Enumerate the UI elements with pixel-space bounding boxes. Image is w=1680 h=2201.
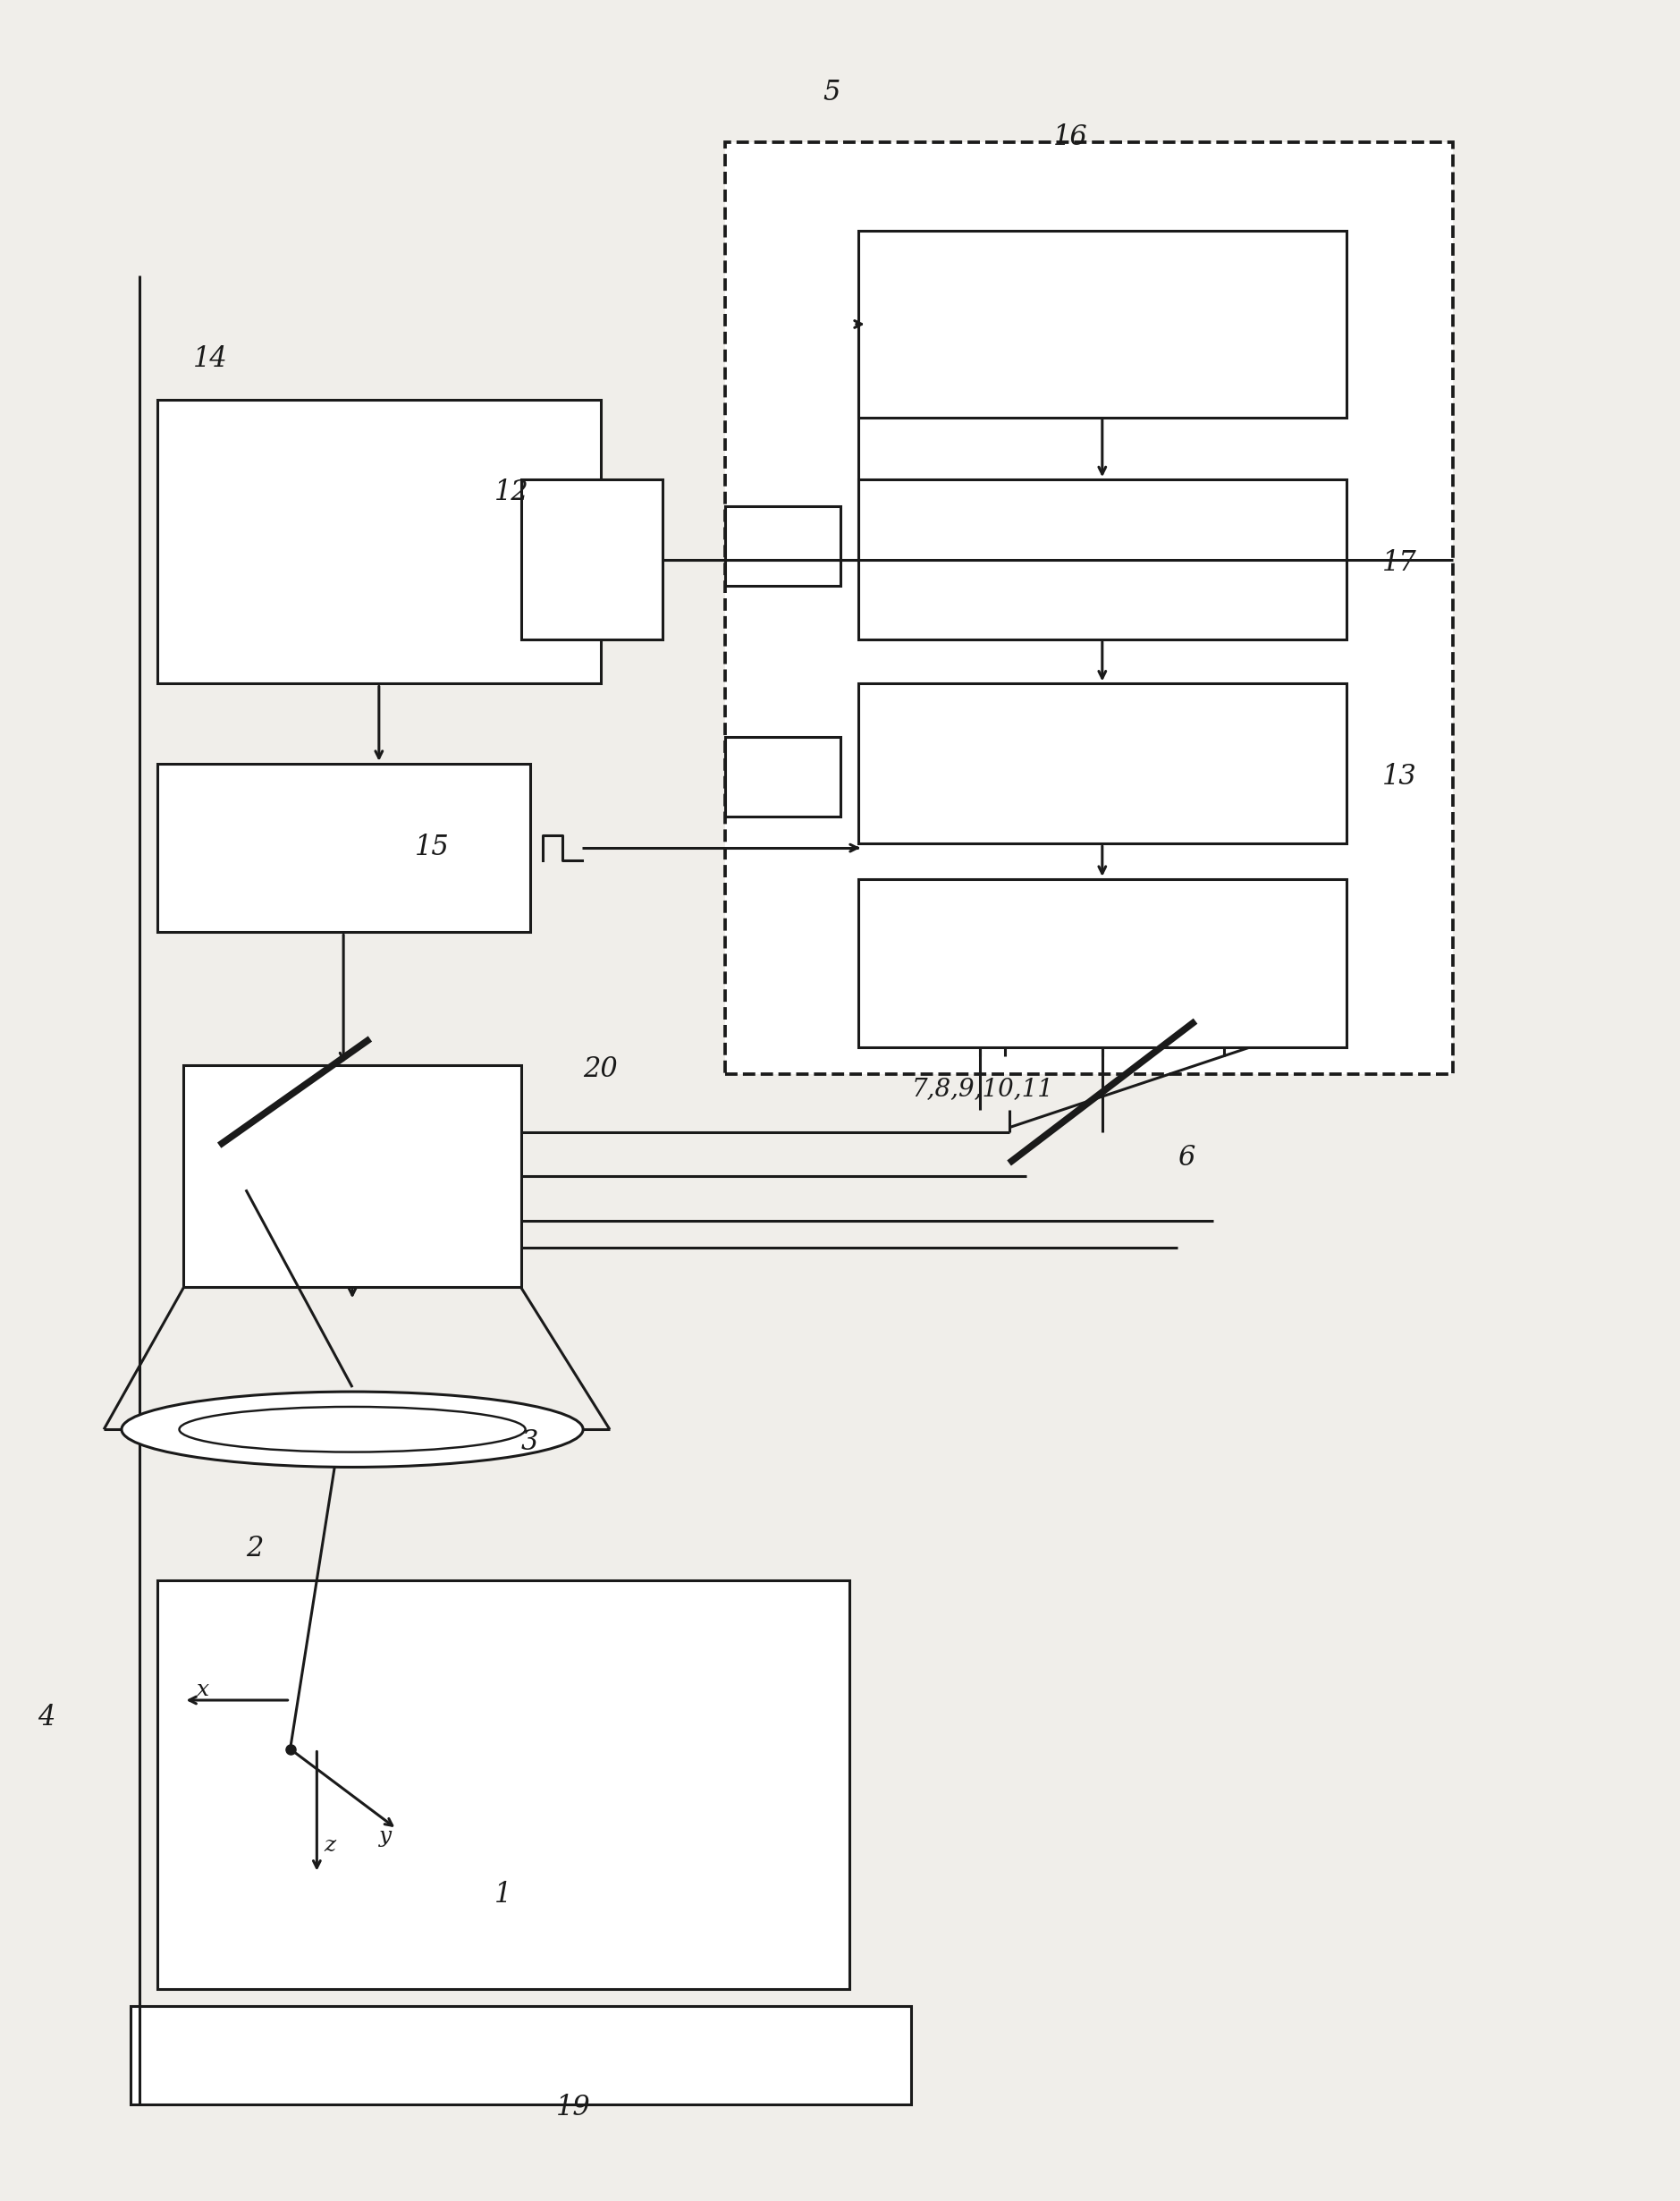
Bar: [183, 1065, 521, 1288]
Bar: [858, 878, 1346, 1048]
Text: 4: 4: [37, 1704, 54, 1732]
Bar: [858, 685, 1346, 843]
Text: x: x: [197, 1679, 210, 1699]
Bar: [158, 764, 529, 933]
Bar: [726, 143, 1453, 1074]
Text: 16: 16: [1053, 123, 1089, 152]
Text: 6: 6: [1178, 1145, 1194, 1171]
Bar: [158, 401, 601, 685]
Bar: [158, 1580, 850, 1990]
Text: 3: 3: [521, 1428, 538, 1457]
Text: 17: 17: [1383, 550, 1416, 577]
Bar: [858, 480, 1346, 638]
Ellipse shape: [121, 1391, 583, 1468]
Text: z: z: [324, 1836, 336, 1855]
Bar: [858, 231, 1346, 418]
Bar: [726, 737, 840, 817]
Bar: [521, 480, 664, 638]
Text: 1: 1: [494, 1882, 512, 1908]
Bar: [131, 2007, 912, 2104]
Text: 19: 19: [556, 2093, 591, 2122]
Text: y: y: [380, 1827, 391, 1847]
Text: 15: 15: [415, 834, 449, 861]
Text: 14: 14: [193, 346, 227, 372]
Text: 12: 12: [494, 478, 529, 506]
Ellipse shape: [180, 1406, 526, 1453]
Text: 5: 5: [823, 79, 840, 106]
Bar: [726, 506, 840, 585]
Text: 13: 13: [1383, 762, 1416, 790]
Text: 2: 2: [245, 1534, 264, 1563]
Text: 20: 20: [583, 1056, 618, 1083]
Text: 7,8,9,10,11: 7,8,9,10,11: [912, 1076, 1053, 1100]
